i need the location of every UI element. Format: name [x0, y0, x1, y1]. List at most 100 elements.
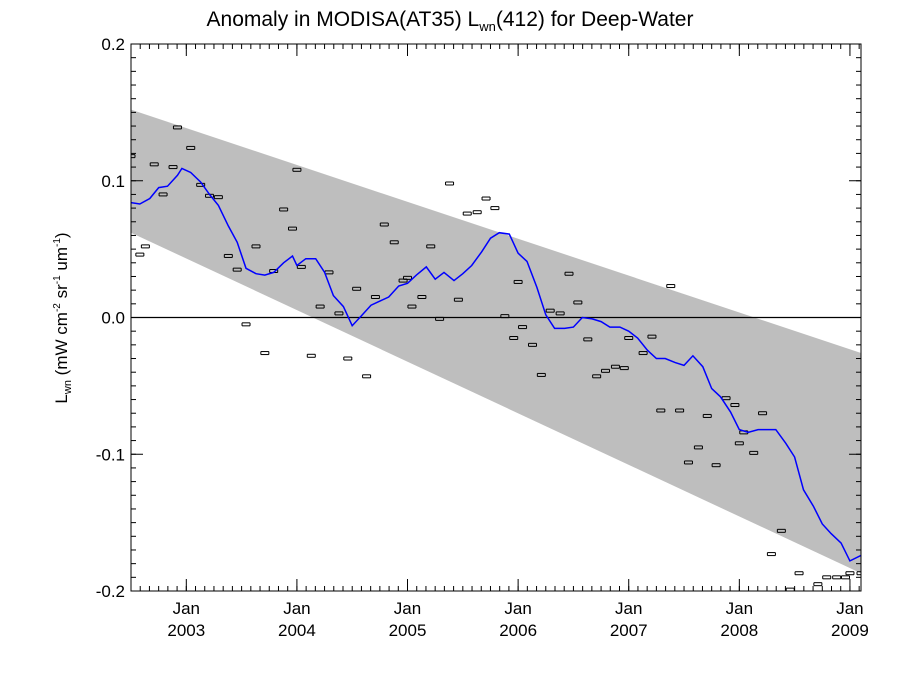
data-point [352, 286, 362, 291]
y-tick-label: -0.1 [96, 445, 125, 464]
x-tick-month-label: Jan [173, 599, 200, 618]
data-point [279, 207, 289, 212]
data-point [260, 351, 270, 356]
data-point [500, 314, 510, 319]
data-point [845, 571, 855, 576]
running-mean-line [131, 167, 861, 562]
x-tick-year-label: 2005 [389, 621, 427, 640]
data-point [241, 322, 251, 327]
data-point [140, 244, 150, 249]
data-point [306, 353, 316, 358]
data-point [232, 267, 242, 272]
data-point [758, 411, 768, 416]
chart-title: Anomaly in MODISA(AT35) Lwn(412) for Dee… [206, 8, 694, 35]
x-tick-month-label: Jan [504, 599, 531, 618]
y-tick-label: 0.0 [101, 309, 125, 328]
data-point [223, 253, 233, 258]
data-point [389, 240, 399, 245]
data-point [528, 342, 537, 347]
x-tick-month-label: Jan [726, 599, 753, 618]
data-point [343, 356, 353, 361]
data-point [619, 366, 629, 371]
x-tick-year-label: 2009 [831, 621, 869, 640]
data-point [583, 337, 593, 342]
data-point [638, 351, 648, 356]
y-tick-label: 0.1 [101, 172, 125, 191]
data-point [379, 222, 389, 227]
data-point [334, 311, 344, 316]
data-point [509, 336, 519, 341]
data-point [407, 304, 417, 309]
x-tick-year-label: 2006 [499, 621, 537, 640]
data-point [776, 528, 786, 533]
data-point [832, 575, 842, 580]
data-point [766, 552, 776, 557]
data-point [370, 294, 380, 299]
x-tick-year-label: 2004 [278, 621, 316, 640]
data-point [135, 252, 145, 257]
data-point [610, 364, 620, 369]
data-point [702, 413, 712, 418]
data-point [149, 162, 159, 167]
data-point [403, 275, 413, 280]
data-point [683, 460, 693, 465]
data-point [292, 167, 302, 172]
uncertainty-band [131, 109, 861, 574]
data-point [749, 450, 759, 455]
data-point [656, 408, 666, 413]
data-point [251, 244, 261, 249]
data-point [213, 195, 223, 200]
data-point [601, 368, 610, 373]
x-tick-year-label: 2007 [610, 621, 648, 640]
data-point [536, 372, 546, 377]
data-point [518, 325, 528, 330]
data-point [315, 304, 325, 309]
data-point [805, 592, 813, 595]
data-point [186, 145, 196, 150]
data-point [856, 571, 861, 576]
data-point [573, 300, 583, 305]
data-point [462, 211, 472, 216]
x-tick-month-label: Jan [615, 599, 642, 618]
data-point [417, 294, 427, 299]
data-point [453, 297, 463, 302]
x-tick-year-label: 2003 [167, 621, 205, 640]
data-point [481, 196, 491, 201]
data-point [426, 244, 436, 249]
data-point [675, 408, 685, 413]
data-point [592, 374, 602, 379]
x-tick-month-label: Jan [394, 599, 421, 618]
data-point [490, 206, 500, 211]
data-point [564, 271, 574, 276]
x-tick-year-label: 2008 [720, 621, 758, 640]
axes: -0.2 -0.1 0.0 0.1 0.2 Jan 2003 Jan 2004 Jan 2005 Ja… [96, 35, 869, 640]
data-point [822, 575, 832, 580]
data-point [813, 582, 823, 587]
data-point [513, 279, 523, 284]
x-tick-month-label: Jan [283, 599, 310, 618]
data-point [168, 165, 178, 170]
data-point [624, 336, 634, 341]
data-point [172, 125, 182, 130]
data-point [287, 226, 297, 231]
data-point [131, 154, 136, 159]
data-point [730, 403, 740, 408]
data-point [296, 264, 306, 269]
plot-area [131, 109, 861, 595]
data-point [472, 210, 482, 215]
data-point [445, 181, 455, 186]
data-point [158, 192, 168, 197]
data-point [693, 445, 703, 450]
data-point [555, 311, 565, 316]
data-point [794, 571, 804, 576]
data-point [711, 463, 721, 468]
data-point [545, 308, 555, 313]
data-point [734, 441, 744, 446]
data-point [666, 284, 676, 289]
data-point [435, 316, 445, 321]
plot-clip-group [131, 109, 861, 595]
y-tick-label: 0.2 [101, 35, 125, 54]
data-point [647, 334, 657, 339]
data-point [362, 374, 372, 379]
